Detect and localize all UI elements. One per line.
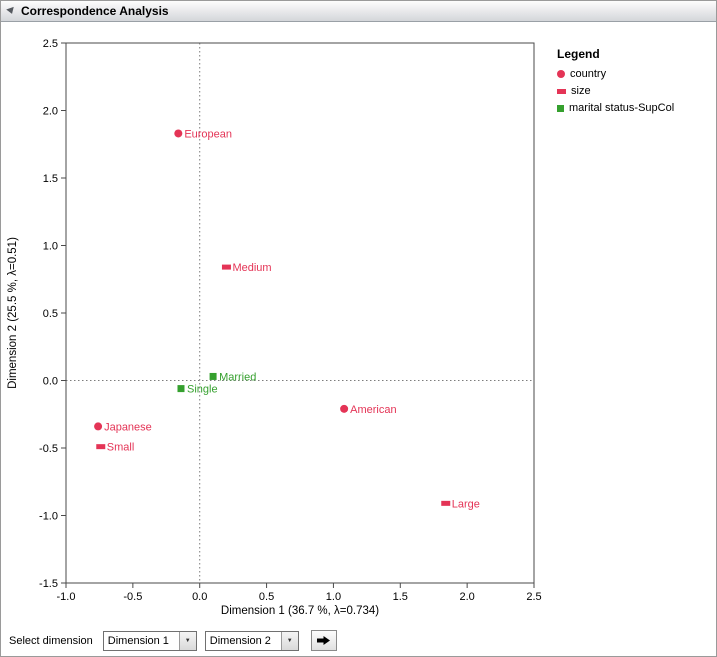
apply-dimensions-button[interactable] (310, 630, 337, 651)
chart-area: -1.0 -0.5 0.0 0.5 1.0 1.5 2.0 2.5 -1.5 -1.0 -0.5 0.… (1, 23, 716, 623)
y-tick-label: -1.5 (39, 578, 58, 590)
x-tick-label: 1.0 (326, 591, 341, 603)
point-Large[interactable] (441, 500, 451, 506)
point-Married[interactable] (209, 372, 217, 380)
point-label-Large: Large (452, 498, 480, 510)
legend-item-label: country (570, 68, 607, 80)
point-label-Medium: Medium (232, 262, 271, 274)
y-tick-label: 1.5 (43, 173, 58, 185)
x-axis-label: Dimension 1 (36.7 %, λ=0.734) (221, 605, 379, 617)
legend-item-marital-status-SupCol[interactable]: marital status-SupCol (557, 102, 707, 114)
select-dimension-label: Select dimension (9, 634, 93, 647)
y-tick-label: 1.0 (43, 241, 58, 253)
legend-title: Legend (557, 47, 600, 61)
panel-title: Correspondence Analysis (21, 4, 169, 18)
x-tick-label: 0.5 (259, 591, 274, 603)
y-tick-label: -1.0 (39, 511, 58, 523)
dimension-1-value: Dimension 1 (107, 634, 169, 647)
y-tick-label: -0.5 (39, 443, 58, 455)
chevron-down-icon[interactable]: ▼ (178, 631, 196, 650)
chevron-down-icon[interactable]: ▼ (280, 631, 298, 650)
x-tick-label: -0.5 (123, 591, 142, 603)
dimension-1-select[interactable]: Dimension 1 ▼ (102, 630, 197, 651)
scatter-plot: -1.0 -0.5 0.0 0.5 1.0 1.5 2.0 2.5-1.5-1.0-0.50.… (7, 38, 542, 617)
disclosure-triangle-icon[interactable] (6, 6, 16, 16)
dimension-2-value: Dimension 2 (209, 634, 271, 647)
dimension-controls: Select dimension Dimension 1 ▼ Dimension… (9, 630, 337, 651)
circle-marker-icon (557, 70, 565, 78)
x-tick-label: 1.5 (393, 591, 408, 603)
y-axis-label: Dimension 2 (25.5 %, λ=0.51) (7, 237, 19, 389)
rect-marker-icon (557, 88, 566, 94)
square-marker-icon (557, 104, 564, 112)
x-tick-label: -1.0 (57, 591, 76, 603)
x-tick-label: 2.5 (526, 591, 541, 603)
legend-item-country[interactable]: country (557, 68, 707, 80)
x-tick-label: 2.0 (459, 591, 474, 603)
y-tick-label: 2.5 (43, 38, 58, 50)
legend-items: country size marital status-SupCol (557, 68, 707, 114)
point-American[interactable] (340, 404, 349, 413)
point-Japanese[interactable] (94, 422, 103, 431)
point-label-Married: Married (219, 371, 256, 383)
point-Single[interactable] (177, 385, 185, 393)
y-tick-label: 2.0 (43, 106, 58, 118)
right-arrow-icon (317, 636, 331, 645)
legend-item-label: marital status-SupCol (569, 102, 675, 114)
legend-item-size[interactable]: size (557, 85, 707, 97)
y-tick-label: 0.0 (43, 376, 58, 388)
point-Medium[interactable] (221, 264, 231, 270)
point-label-American: American (350, 404, 396, 416)
point-European[interactable] (174, 129, 183, 138)
point-label-Japanese: Japanese (104, 421, 152, 433)
point-label-Small: Small (107, 442, 135, 454)
dimension-2-select[interactable]: Dimension 2 ▼ (204, 630, 299, 651)
x-tick-label: 0.0 (192, 591, 207, 603)
point-label-Single: Single (187, 384, 218, 396)
point-label-European: European (184, 128, 232, 140)
point-Small[interactable] (96, 444, 106, 450)
legend: Legend country size marital status-SupCol (557, 47, 707, 119)
y-tick-label: 0.5 (43, 308, 58, 320)
legend-item-label: size (571, 85, 591, 97)
panel-header: Correspondence Analysis (1, 1, 716, 22)
